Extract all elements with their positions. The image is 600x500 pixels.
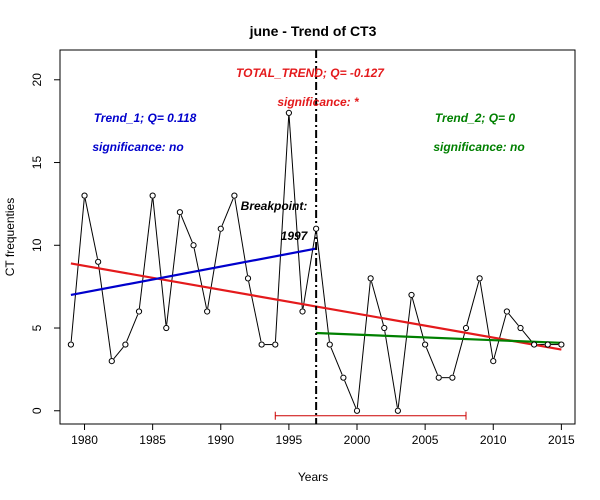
data-point xyxy=(517,324,524,332)
data-point xyxy=(81,192,88,199)
data-point xyxy=(422,341,429,348)
series-segment xyxy=(302,231,317,309)
series-segment xyxy=(425,347,439,375)
data-point xyxy=(503,308,510,315)
breakpoint-year: 1997 xyxy=(281,229,309,243)
y-tick-label: 10 xyxy=(30,238,44,252)
x-tick-label: 1980 xyxy=(71,433,98,447)
trend1-label: Trend_1; Q= 0.118 xyxy=(94,111,197,125)
data-point xyxy=(408,291,415,299)
series-segment xyxy=(479,281,494,359)
series-segment xyxy=(166,215,181,325)
breakpoint-label: Breakpoint: xyxy=(241,199,308,213)
data-point xyxy=(190,242,197,249)
data-point xyxy=(462,324,470,332)
x-tick-label: 2005 xyxy=(412,433,439,447)
series-segment xyxy=(70,198,85,342)
series-segment xyxy=(344,380,357,408)
series-segment xyxy=(384,331,398,408)
x-tick-label: 1985 xyxy=(139,433,166,447)
y-tick-label: 20 xyxy=(30,73,44,87)
series-segment xyxy=(466,281,480,326)
data-point xyxy=(531,341,538,348)
trend2-significance: significance: no xyxy=(433,140,524,154)
trend1-significance: significance: no xyxy=(92,140,183,154)
series-segment xyxy=(411,297,425,342)
data-point xyxy=(272,341,279,348)
series-segment xyxy=(522,330,533,343)
y-tick-label: 15 xyxy=(30,156,44,170)
data-point xyxy=(285,109,292,116)
data-point xyxy=(326,341,333,348)
x-tick-label: 1990 xyxy=(207,433,234,447)
data-point xyxy=(449,374,456,381)
series-segment xyxy=(274,116,290,342)
data-point xyxy=(135,308,143,315)
y-axis-label: CT frequenties xyxy=(3,198,17,277)
data-point xyxy=(544,341,551,348)
series-segment xyxy=(288,116,303,309)
data-point xyxy=(381,324,388,332)
y-tick-label: 5 xyxy=(30,324,44,331)
data-point xyxy=(394,407,401,414)
data-point xyxy=(163,324,170,332)
series-segment xyxy=(113,346,124,359)
data-point xyxy=(435,374,442,381)
series-segment xyxy=(493,314,507,359)
series-segment xyxy=(180,214,193,243)
y-tick-label: 0 xyxy=(30,407,44,414)
data-point xyxy=(95,258,102,265)
series-segment xyxy=(152,198,167,325)
data-point xyxy=(231,192,238,199)
x-tick-label: 2000 xyxy=(344,433,371,447)
data-point xyxy=(353,407,361,414)
series-segment xyxy=(98,264,112,359)
total-trend-significance: significance: * xyxy=(277,95,360,109)
data-point xyxy=(367,275,374,282)
trend2-line xyxy=(316,331,562,345)
x-tick-label: 1995 xyxy=(276,433,303,447)
data-point xyxy=(258,341,265,348)
series-segment xyxy=(84,198,98,259)
series-segment xyxy=(193,248,207,309)
data-point xyxy=(476,275,483,282)
series-segment xyxy=(248,281,262,342)
data-point xyxy=(340,374,347,381)
series-segment xyxy=(397,298,412,408)
x-axis: 1980 1985 1990 1995 2000 2005 2010 2015 xyxy=(71,424,575,447)
series-segment xyxy=(126,314,139,342)
series-segment xyxy=(138,198,153,309)
chart-title: june - Trend of CT3 xyxy=(249,23,377,39)
series-segment xyxy=(330,347,343,375)
series-segment xyxy=(356,281,371,408)
data-point xyxy=(490,358,497,365)
data-point xyxy=(149,192,156,199)
y-axis: 0 5 10 15 20 xyxy=(30,73,60,414)
series-segment xyxy=(508,313,519,326)
total-trend-label: TOTAL_TREND; Q= -0.127 xyxy=(236,66,385,80)
series-segment xyxy=(207,231,221,309)
data-point xyxy=(217,225,224,232)
x-axis-label: Years xyxy=(298,470,328,484)
chart-marks xyxy=(67,50,565,424)
data-point xyxy=(108,358,115,365)
x-tick-label: 2015 xyxy=(548,433,575,447)
data-point xyxy=(299,308,306,315)
data-point xyxy=(313,225,320,232)
trend2-label: Trend_2; Q= 0 xyxy=(435,111,515,125)
data-point xyxy=(176,209,183,216)
data-point xyxy=(122,341,129,348)
data-point xyxy=(558,341,565,348)
trend1-line xyxy=(70,247,317,297)
series-segment xyxy=(221,198,234,226)
x-tick-label: 2010 xyxy=(480,433,507,447)
data-point xyxy=(204,308,211,315)
series-segment xyxy=(316,231,330,342)
data-point xyxy=(67,341,74,348)
plot-frame xyxy=(59,49,576,425)
data-point xyxy=(244,275,252,282)
